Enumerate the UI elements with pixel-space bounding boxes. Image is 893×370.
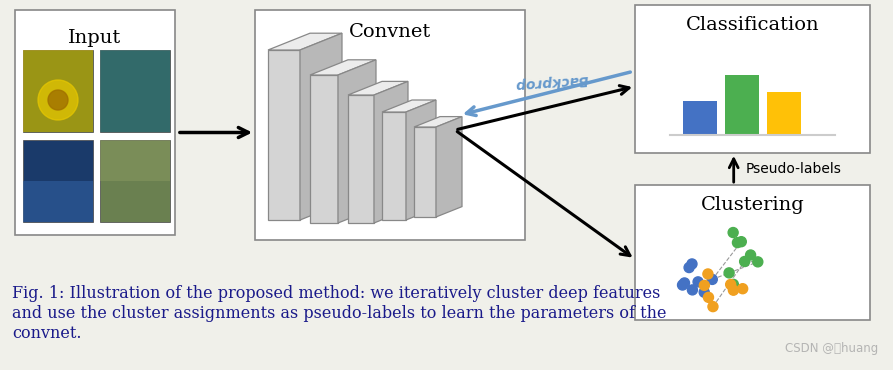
Circle shape: [729, 285, 739, 295]
Circle shape: [687, 259, 697, 269]
FancyBboxPatch shape: [100, 140, 170, 181]
Polygon shape: [268, 50, 300, 220]
Polygon shape: [382, 100, 436, 112]
Circle shape: [724, 268, 734, 278]
Text: CSDN @藏huang: CSDN @藏huang: [785, 342, 878, 355]
Text: Pseudo-labels: Pseudo-labels: [746, 162, 841, 176]
FancyBboxPatch shape: [23, 140, 93, 222]
Circle shape: [726, 279, 736, 289]
Polygon shape: [414, 117, 462, 127]
FancyBboxPatch shape: [23, 50, 93, 132]
Polygon shape: [310, 60, 376, 75]
Polygon shape: [374, 81, 408, 223]
Polygon shape: [300, 33, 342, 220]
FancyBboxPatch shape: [15, 10, 175, 235]
Polygon shape: [436, 117, 462, 217]
FancyBboxPatch shape: [100, 140, 170, 222]
Polygon shape: [406, 100, 436, 220]
Text: Clustering: Clustering: [701, 196, 805, 214]
Circle shape: [703, 269, 713, 279]
FancyBboxPatch shape: [100, 50, 170, 132]
FancyBboxPatch shape: [683, 101, 717, 135]
Circle shape: [678, 280, 688, 290]
Circle shape: [746, 250, 755, 260]
Circle shape: [38, 80, 78, 120]
Circle shape: [739, 256, 749, 266]
Polygon shape: [310, 75, 338, 223]
Text: Input: Input: [69, 29, 121, 47]
Text: and use the cluster assignments as pseudo-labels to learn the parameters of the: and use the cluster assignments as pseud…: [12, 305, 666, 322]
Circle shape: [688, 285, 697, 295]
Polygon shape: [338, 60, 376, 223]
Polygon shape: [348, 95, 374, 223]
FancyBboxPatch shape: [100, 50, 170, 132]
Circle shape: [753, 257, 763, 267]
FancyBboxPatch shape: [725, 75, 759, 135]
Circle shape: [699, 280, 709, 290]
FancyBboxPatch shape: [255, 10, 525, 240]
Circle shape: [728, 228, 739, 238]
Circle shape: [707, 275, 717, 285]
Circle shape: [680, 278, 689, 288]
Polygon shape: [348, 81, 408, 95]
FancyBboxPatch shape: [767, 91, 801, 135]
FancyBboxPatch shape: [635, 185, 870, 320]
Text: Fig. 1: Illustration of the proposed method: we iteratively cluster deep feature: Fig. 1: Illustration of the proposed met…: [12, 285, 661, 302]
Text: Backprop: Backprop: [514, 71, 588, 91]
Polygon shape: [414, 127, 436, 217]
Circle shape: [48, 90, 68, 110]
Circle shape: [704, 292, 714, 302]
FancyBboxPatch shape: [635, 5, 870, 153]
Circle shape: [684, 263, 694, 273]
Circle shape: [708, 302, 718, 312]
Text: convnet.: convnet.: [12, 325, 81, 342]
Text: Convnet: Convnet: [349, 23, 431, 41]
Circle shape: [738, 284, 747, 294]
Circle shape: [693, 277, 703, 287]
FancyBboxPatch shape: [23, 181, 93, 222]
Polygon shape: [268, 33, 342, 50]
Circle shape: [732, 238, 742, 248]
Circle shape: [729, 279, 739, 289]
Polygon shape: [382, 112, 406, 220]
Circle shape: [699, 287, 709, 297]
Circle shape: [737, 237, 747, 247]
Text: Classification: Classification: [686, 16, 819, 34]
FancyBboxPatch shape: [23, 50, 93, 132]
